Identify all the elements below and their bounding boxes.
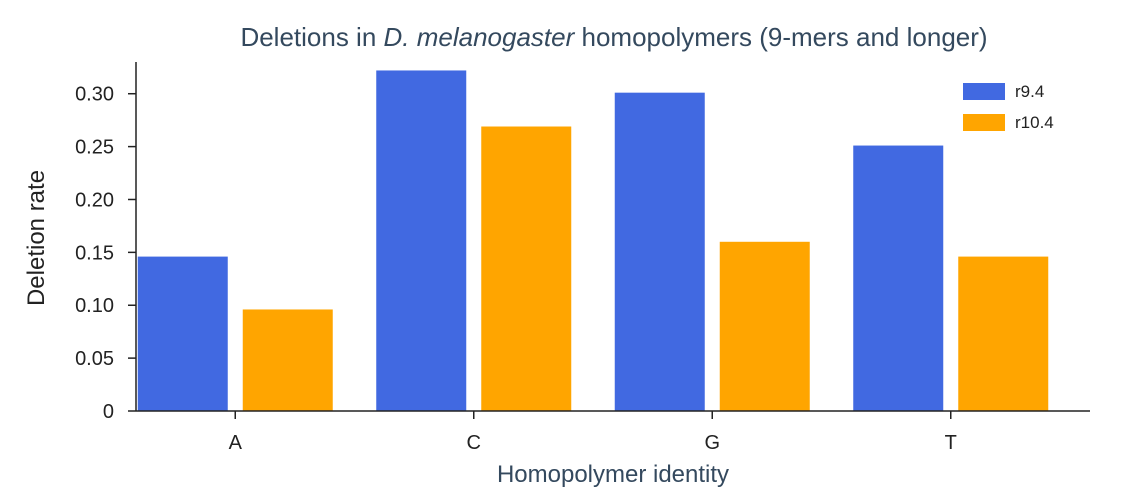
y-axis-title: Deletion rate bbox=[23, 170, 50, 306]
y-tick-label: 0.15 bbox=[75, 242, 114, 264]
y-tick-label: 0.10 bbox=[75, 295, 114, 317]
y-tick-label: 0.20 bbox=[75, 189, 114, 211]
bar-r9.4-T bbox=[853, 145, 944, 412]
bar-r10.4-C bbox=[481, 126, 572, 412]
y-tick-label: 0 bbox=[103, 401, 114, 423]
bar-r10.4-A bbox=[242, 309, 333, 411]
x-axis-title: Homopolymer identity bbox=[497, 461, 729, 488]
bars bbox=[137, 70, 1049, 412]
bar-r9.4-A bbox=[137, 256, 228, 411]
chart-title-prefix: Deletions in bbox=[240, 22, 383, 52]
chart-title: Deletions in D. melanogaster homopolymer… bbox=[240, 22, 987, 52]
y-tick-label: 0.30 bbox=[75, 84, 114, 106]
y-axis-ticks: 0 0.05 0.10 0.15 0.20 0.25 0.30 bbox=[75, 84, 136, 423]
bar-r9.4-C bbox=[376, 70, 467, 412]
x-tick-label: G bbox=[704, 432, 720, 454]
bar-r10.4-T bbox=[958, 256, 1049, 411]
bar-r10.4-G bbox=[719, 241, 810, 411]
y-tick-label: 0.05 bbox=[75, 348, 114, 370]
chart-title-species: D. melanogaster bbox=[384, 22, 576, 52]
y-tick-label: 0.25 bbox=[75, 137, 114, 159]
legend-label-r9.4: r9.4 bbox=[1015, 82, 1044, 101]
x-tick-label: C bbox=[467, 432, 481, 454]
x-tick-label: T bbox=[945, 432, 957, 454]
legend-swatch-r9.4 bbox=[963, 83, 1005, 100]
legend-swatch-r10.4 bbox=[963, 114, 1005, 131]
x-tick-label: A bbox=[229, 432, 243, 454]
legend: r9.4 r10.4 bbox=[963, 82, 1054, 132]
chart-title-suffix: homopolymers (9-mers and longer) bbox=[574, 22, 987, 52]
bar-r9.4-G bbox=[614, 92, 705, 411]
legend-label-r10.4: r10.4 bbox=[1015, 113, 1054, 132]
